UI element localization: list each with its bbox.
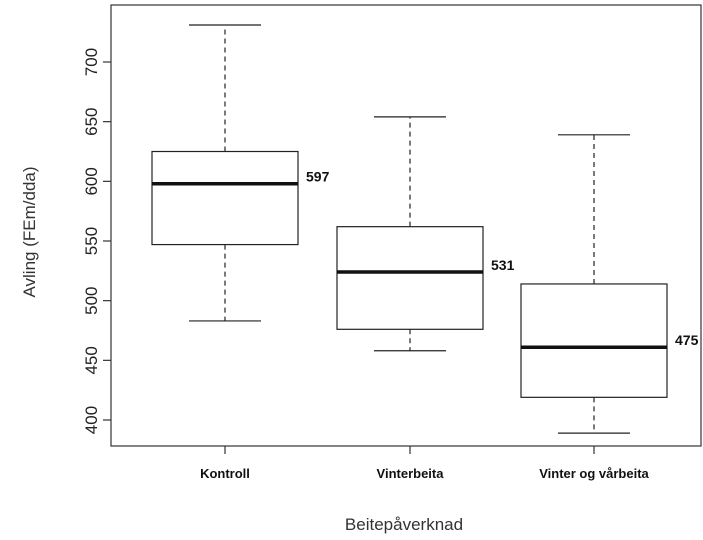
y-tick-label: 550	[82, 227, 101, 255]
median-label: 531	[491, 257, 515, 273]
y-axis-title: Avling (FEm/dda)	[20, 166, 39, 297]
median-label: 475	[675, 332, 699, 348]
x-tick-label: Vinter og vårbeita	[539, 466, 649, 481]
iqr-box	[151, 150, 299, 246]
box-1: 597	[151, 24, 330, 322]
x-tick-label: Kontroll	[200, 466, 250, 481]
y-tick-label: 500	[82, 286, 101, 314]
median-label: 597	[306, 169, 330, 185]
y-tick-label: 650	[82, 107, 101, 135]
y-axis: 400 450 500 550 600 650 700	[82, 48, 111, 434]
plot-frame	[110, 4, 702, 447]
y-tick-label: 400	[82, 406, 101, 434]
y-tick-label: 600	[82, 167, 101, 195]
boxes: 597 531 475	[151, 24, 699, 434]
iqr-box	[336, 226, 484, 330]
y-tick-label: 700	[82, 48, 101, 76]
box-3: 475	[520, 134, 699, 434]
y-tick-label: 450	[82, 346, 101, 374]
x-tick-label: Vinterbeita	[377, 466, 445, 481]
iqr-box	[520, 283, 668, 398]
x-axis-title: Beitepåverknad	[345, 515, 463, 534]
x-axis: Kontroll Vinterbeita Vinter og vårbeita	[200, 446, 650, 481]
box-2: 531	[336, 116, 515, 352]
